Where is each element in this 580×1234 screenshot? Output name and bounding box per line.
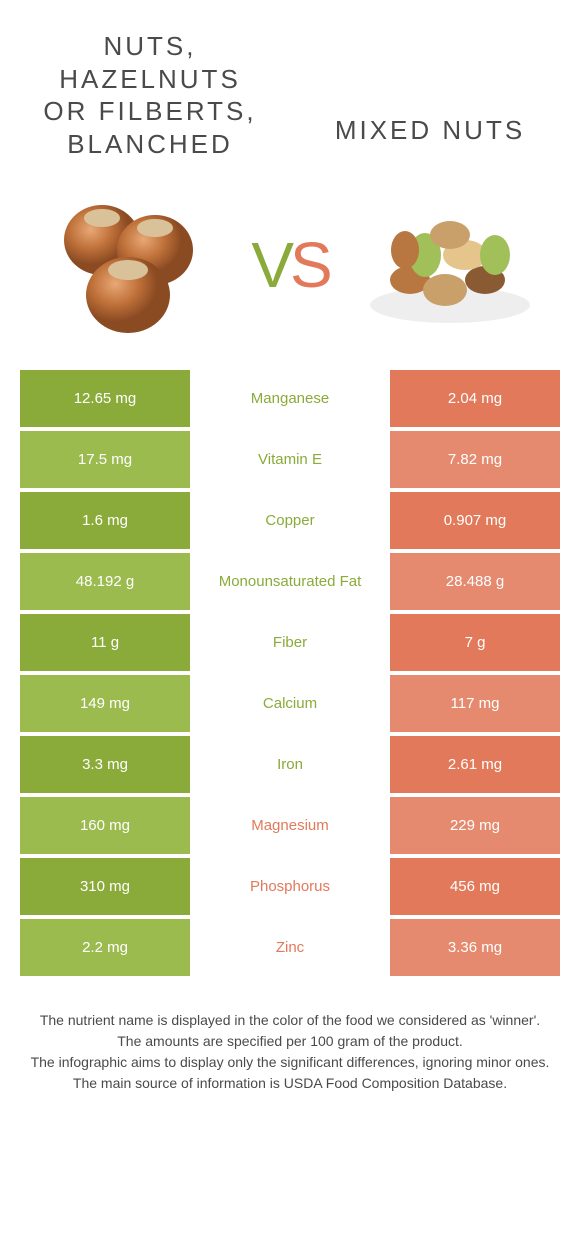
vs-label: VS [251,228,328,302]
right-value: 0.907 mg [390,492,560,549]
nutrient-name: Phosphorus [190,858,390,915]
right-value: 3.36 mg [390,919,560,976]
nutrient-name: Vitamin E [190,431,390,488]
right-value: 7.82 mg [390,431,560,488]
footer-line: The infographic aims to display only the… [30,1052,550,1073]
footer-line: The amounts are specified per 100 gram o… [30,1031,550,1052]
left-value: 3.3 mg [20,736,190,793]
right-value: 229 mg [390,797,560,854]
left-value: 149 mg [20,675,190,732]
left-value: 1.6 mg [20,492,190,549]
left-value: 2.2 mg [20,919,190,976]
right-value: 2.04 mg [390,370,560,427]
nutrient-name: Copper [190,492,390,549]
footer-line: The nutrient name is displayed in the co… [30,1010,550,1031]
food-right-image [360,185,540,345]
image-row: VS [0,170,580,370]
nutrient-name: Manganese [190,370,390,427]
nutrient-name: Magnesium [190,797,390,854]
footer-notes: The nutrient name is displayed in the co… [0,980,580,1094]
table-row: 12.65 mgManganese2.04 mg [20,370,560,427]
food-left-title: Nuts, hazelnuts or filberts, blanched [40,30,260,160]
nutrient-name: Monounsaturated Fat [190,553,390,610]
table-row: 149 mgCalcium117 mg [20,675,560,732]
left-value: 160 mg [20,797,190,854]
table-row: 17.5 mgVitamin E7.82 mg [20,431,560,488]
left-value: 48.192 g [20,553,190,610]
nutrient-name: Zinc [190,919,390,976]
comparison-table: 12.65 mgManganese2.04 mg17.5 mgVitamin E… [0,370,580,980]
right-value: 456 mg [390,858,560,915]
table-row: 48.192 gMonounsaturated Fat28.488 g [20,553,560,610]
nutrient-name: Fiber [190,614,390,671]
table-row: 3.3 mgIron2.61 mg [20,736,560,793]
footer-line: The main source of information is USDA F… [30,1073,550,1094]
table-row: 160 mgMagnesium229 mg [20,797,560,854]
table-row: 11 gFiber7 g [20,614,560,671]
nutrient-name: Iron [190,736,390,793]
table-row: 2.2 mgZinc3.36 mg [20,919,560,976]
table-row: 1.6 mgCopper0.907 mg [20,492,560,549]
right-value: 117 mg [390,675,560,732]
nutrient-name: Calcium [190,675,390,732]
right-value: 7 g [390,614,560,671]
food-left-image [40,185,220,345]
food-right-title: Mixed nuts [320,114,540,161]
left-value: 11 g [20,614,190,671]
right-value: 2.61 mg [390,736,560,793]
header: Nuts, hazelnuts or filberts, blanched Mi… [0,0,580,170]
vs-v: V [251,228,290,302]
left-value: 12.65 mg [20,370,190,427]
left-value: 310 mg [20,858,190,915]
table-row: 310 mgPhosphorus456 mg [20,858,560,915]
right-value: 28.488 g [390,553,560,610]
vs-s: S [290,228,329,302]
left-value: 17.5 mg [20,431,190,488]
